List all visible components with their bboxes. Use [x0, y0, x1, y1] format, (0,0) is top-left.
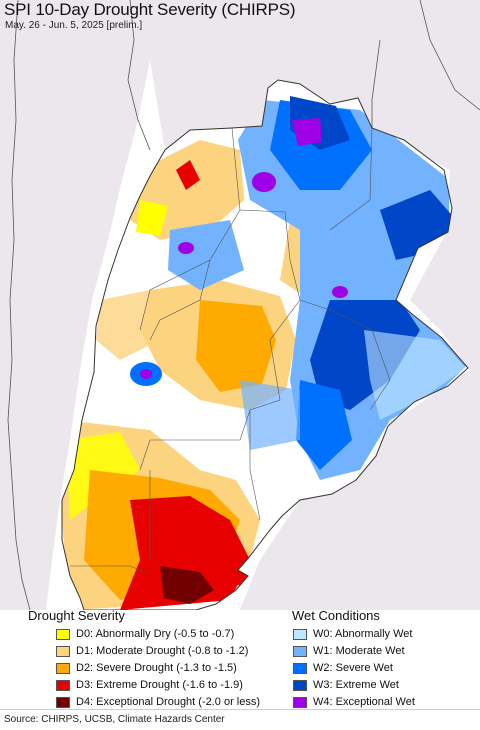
source-credit: Source: CHIRPS, UCSB, Climate Hazards Ce…	[4, 714, 225, 725]
w2-area-east-south	[296, 380, 352, 470]
wet-legend-label: W3: Extreme Wet	[313, 679, 399, 691]
drought-legend-label: D3: Extreme Drought (-1.6 to -1.9)	[76, 679, 243, 691]
wet-legend-item: W4: Exceptional Wet	[293, 695, 415, 709]
legend-wet-heading: Wet Conditions	[292, 608, 380, 623]
w4-area-north-west	[178, 242, 194, 254]
outside-land-west	[0, 0, 160, 610]
drought-legend-label: D4: Exceptional Drought (-2.0 or less)	[76, 696, 261, 708]
drought-legend-swatch	[56, 628, 70, 640]
outside-land-north-east	[150, 0, 480, 610]
w3-area-east	[310, 300, 420, 410]
country-border	[127, 0, 480, 151]
wet-legend-swatch	[293, 645, 307, 657]
wet-legend-item: W0: Abnormally Wet	[293, 627, 412, 641]
drought-legend-item: D0: Abnormally Dry (-0.5 to -0.7)	[56, 627, 234, 641]
province-borders	[70, 127, 391, 575]
drought-legend-label: D0: Abnormally Dry (-0.5 to -0.7)	[76, 628, 235, 640]
map-subtitle: May. 26 - Jun. 5, 2025 [prelim.]	[5, 20, 143, 31]
d4-area-south	[160, 566, 214, 604]
w1-area-north-west	[168, 220, 244, 290]
w4-area-west	[140, 369, 152, 379]
drought-legend-swatch	[56, 679, 70, 691]
legend-drought-heading: Drought Severity	[28, 608, 125, 623]
wet-legend-item: W1: Moderate Wet	[293, 644, 405, 658]
wet-legend-item: W2: Severe Wet	[293, 661, 393, 675]
drought-legend-label: D1: Moderate Drought (-0.8 to -1.2)	[76, 645, 249, 657]
wet-legend-label: W1: Moderate Wet	[313, 645, 405, 657]
wet-legend-swatch	[293, 628, 307, 640]
d3-area-north-west	[176, 160, 200, 190]
d0-area-north	[136, 200, 168, 236]
drought-legend-swatch	[56, 696, 70, 708]
d2-area-central	[196, 300, 276, 392]
coastline-west	[7, 0, 31, 610]
drought-legend-item: D1: Moderate Drought (-0.8 to -1.2)	[56, 644, 248, 658]
drought-legend-swatch	[56, 645, 70, 657]
drought-map	[0, 0, 480, 610]
drought-legend-item: D2: Severe Drought (-1.3 to -1.5)	[56, 661, 237, 675]
wet-legend-label: W4: Exceptional Wet	[313, 696, 415, 708]
wet-legend-label: W2: Severe Wet	[313, 662, 393, 674]
wet-legend-item: W3: Extreme Wet	[293, 678, 399, 692]
footer-separator	[0, 709, 480, 710]
drought-legend-swatch	[56, 662, 70, 674]
w1-area-central-east	[240, 380, 300, 450]
wet-legend-swatch	[293, 662, 307, 674]
w4-area-north-central	[252, 172, 276, 192]
wet-legend-swatch	[293, 679, 307, 691]
region-outline	[61, 79, 469, 610]
drought-legend-item: D4: Exceptional Drought (-2.0 or less)	[56, 695, 260, 709]
drought-legend-item: D3: Extreme Drought (-1.6 to -1.9)	[56, 678, 243, 692]
w4-area-east	[332, 286, 348, 298]
wet-legend-swatch	[293, 696, 307, 708]
w4-area-north-east	[292, 118, 322, 146]
d3-area-south	[120, 496, 250, 610]
wet-legend-label: W0: Abnormally Wet	[313, 628, 413, 640]
map-title: SPI 10-Day Drought Severity (CHIRPS)	[4, 0, 296, 19]
drought-legend-label: D2: Severe Drought (-1.3 to -1.5)	[76, 662, 237, 674]
d1-area-west-mid	[96, 290, 160, 360]
w0-area-east-lower	[364, 330, 466, 420]
